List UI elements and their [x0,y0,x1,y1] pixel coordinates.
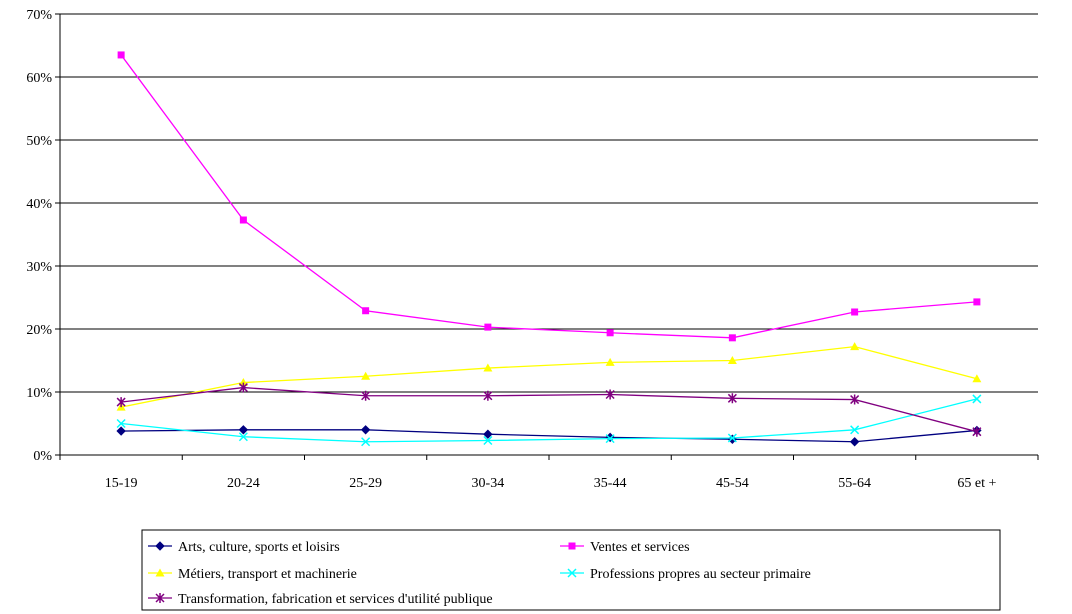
x-tick-label: 35-44 [594,476,627,491]
legend-item: Métiers, transport et machinerie [148,567,357,582]
data-point [728,334,736,342]
series-5 [116,382,982,437]
data-point [727,434,738,444]
data-point [238,378,248,387]
series-line [120,54,977,339]
data-point [155,568,165,577]
axes: 0% 10% 20% 30% 40% 50% 60% 70% 15-19 20-24 25-29 30… [26,8,1039,491]
y-tick-label: 40% [26,197,52,212]
series-4 [116,394,982,447]
data-point [483,435,493,446]
data-point [155,541,165,551]
data-point [727,356,737,364]
data-point [483,390,493,401]
data-point [851,308,859,316]
data-point [605,434,615,444]
legend-label: Transformation, fabrication et services … [178,592,493,607]
legend: Arts, culture, sports et loisirs Ventes e… [141,529,1001,611]
data-point [238,425,249,435]
data-point [238,382,248,393]
data-point [362,307,370,315]
data-point [605,357,615,366]
x-tick-label: 30-34 [472,476,505,491]
legend-label: Métiers, transport et machinerie [178,567,357,582]
data-point [727,433,737,443]
data-point [238,432,248,442]
legend-label: Ventes et services [590,540,690,555]
x-tick-label: 15-19 [105,476,138,491]
legend-item: Transformation, fabrication et services … [148,592,493,607]
data-point [850,425,860,435]
series-3 [116,342,982,411]
data-point [605,389,615,400]
data-point [972,374,982,383]
series-line [121,398,978,443]
legend-item: Ventes et services [560,540,690,555]
y-tick-label: 20% [26,323,52,338]
data-point [567,568,577,578]
legend-label: Professions propres au secteur primaire [590,567,811,582]
series-2 [117,51,981,342]
data-point [483,363,493,372]
data-point [727,393,737,404]
data-point [849,437,860,447]
data-point [973,298,981,306]
x-tick-label: 65 et + [957,476,996,491]
legend-item: Arts, culture, sports et loisirs [148,540,340,555]
series-1 [116,425,982,447]
data-point [360,425,371,435]
data-point [972,426,982,437]
legend-label: Arts, culture, sports et loisirs [178,540,340,555]
data-point [568,542,576,550]
x-tick-label: 25-29 [349,476,382,491]
data-point [850,394,860,405]
y-tick-label: 70% [26,8,52,23]
data-point [606,329,614,337]
data-point [361,371,371,380]
x-tick-label: 45-54 [716,476,749,491]
y-tick-label: 60% [26,71,52,86]
series-line [121,386,978,433]
y-tick-label: 0% [33,449,52,464]
series-line [120,345,978,408]
data-point [116,397,126,408]
series-line [121,429,977,443]
series-lines [116,51,982,447]
data-point [361,390,371,401]
y-tick-label: 50% [26,134,52,149]
data-point [972,394,982,404]
data-point [361,437,371,447]
legend-item: Professions propres au secteur primaire [560,567,811,582]
data-point [155,593,165,603]
data-point [605,432,615,443]
y-tick-label: 30% [26,260,52,275]
data-point [239,216,247,224]
y-tick-label: 10% [26,386,52,401]
data-point [483,429,493,439]
gridlines [60,13,1038,393]
x-tick-label: 20-24 [227,476,260,491]
data-point [850,342,860,351]
data-point [484,323,492,331]
data-point [116,426,126,436]
x-tick-label: 55-64 [838,476,871,491]
data-point [116,418,126,429]
data-point [117,51,125,59]
